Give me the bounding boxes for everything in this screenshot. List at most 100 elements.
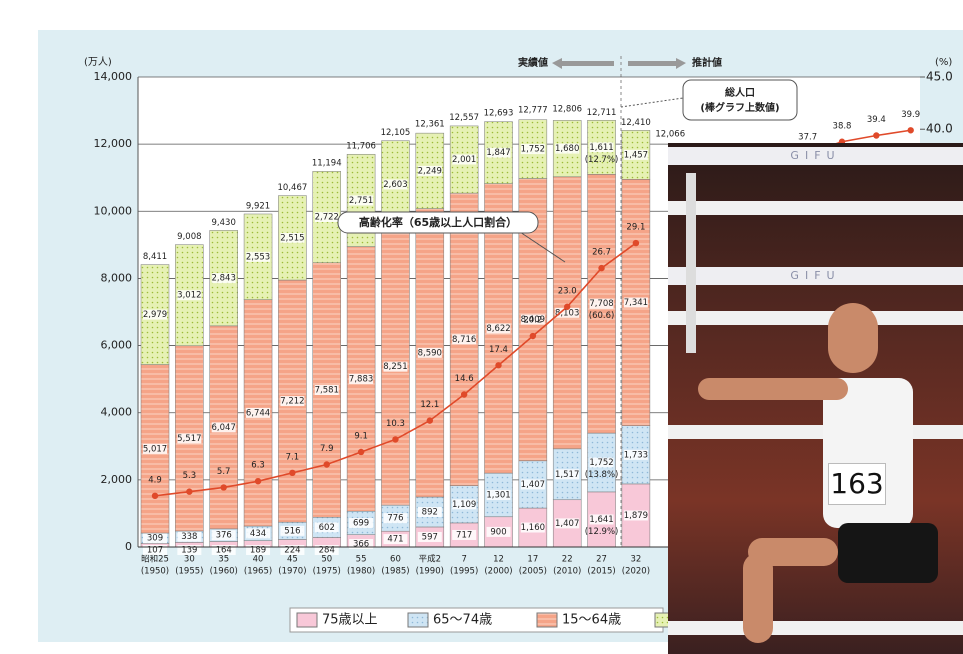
label-bg [520, 314, 545, 325]
label-bg [314, 385, 339, 396]
label-bg [143, 309, 167, 320]
rate-point [632, 239, 640, 247]
value-label: 2,553 [246, 252, 270, 262]
x-tick-label: (1985) [381, 567, 409, 577]
label-bg [143, 533, 167, 544]
rate-callout: 高齢化率（65歳以上人口割合） [359, 215, 517, 229]
rate-point [564, 303, 571, 310]
label-bg [349, 539, 374, 549]
x-tick-label: 35 [218, 555, 229, 565]
rate-point [323, 461, 330, 468]
value-label: 2,249 [418, 166, 442, 176]
arrow-right [628, 58, 686, 69]
rate-point [392, 436, 399, 443]
value-label: 597 [422, 532, 438, 542]
value-label: 8,409 [521, 315, 545, 325]
runner-head [828, 303, 878, 373]
value-label: 1,517 [555, 470, 579, 480]
runner-shorts [838, 523, 938, 583]
callout-text: 総人口 [725, 86, 755, 99]
label-bg [177, 545, 202, 555]
total-label: 12,066 [655, 129, 685, 139]
rate-label: 10.3 [386, 419, 405, 429]
x-tick-label: (1955) [175, 567, 203, 577]
label-bg [280, 545, 305, 555]
label-bg [623, 449, 648, 460]
total-label: 11,194 [312, 159, 342, 169]
value-label: 717 [456, 530, 472, 540]
y-tick-label: 2,000 [101, 473, 133, 486]
rate-label: 39.4 [867, 115, 886, 125]
x-tick-label: (2000) [484, 567, 512, 577]
rate-label: 7.1 [286, 452, 300, 462]
hurdle [668, 621, 963, 635]
rate-label: 4.9 [148, 475, 162, 485]
x-tick-label: 45 [287, 555, 298, 565]
label-bg [211, 422, 236, 433]
label-bg [280, 232, 305, 243]
value-label: 1,733 [624, 450, 648, 460]
rate-callout-box [337, 211, 539, 234]
value-label: 1,752 [589, 458, 613, 468]
rate-point [357, 448, 365, 456]
y-axis-unit: (万人) [84, 56, 112, 68]
legend-swatch [407, 612, 429, 628]
x-tick-label: 27 [596, 555, 607, 565]
y2-tick-label: 40.0 [926, 122, 953, 136]
label-bg [383, 534, 408, 545]
runner-arm [698, 378, 848, 400]
rate-label: 7.9 [320, 444, 334, 454]
value-label: 309 [147, 534, 163, 544]
y-tick-label: 12,000 [94, 137, 133, 150]
hurdle [668, 201, 963, 215]
label-bg [211, 545, 236, 555]
rate-point [186, 488, 193, 495]
label-bg [246, 545, 271, 555]
value-label: 1,407 [555, 519, 579, 529]
rate-label: 26.7 [592, 248, 611, 258]
value-label: 1,160 [521, 523, 545, 533]
value-label: 8,716 [452, 335, 476, 345]
value-label: 338 [181, 532, 197, 542]
label-bg [314, 522, 339, 533]
total-label: 10,467 [278, 183, 308, 193]
x-tick-label: (1970) [278, 567, 306, 577]
rate-point [495, 362, 502, 369]
value-label: 3,012 [177, 291, 201, 301]
value-label: 284 [319, 546, 335, 556]
label-bg [280, 396, 305, 407]
value-label: 8,103 [555, 308, 579, 318]
label-bg [383, 361, 408, 372]
value-label: 1,752 [521, 145, 545, 155]
label-bg [589, 298, 614, 309]
label-bg [589, 142, 614, 153]
label-bg [555, 518, 580, 529]
value-label: 1,457 [624, 150, 648, 160]
hurdle [668, 425, 963, 439]
callout-pointer [620, 97, 684, 108]
value-label: 602 [319, 523, 335, 533]
value-label: 8,251 [383, 362, 407, 372]
total-label: 12,410 [621, 118, 651, 128]
value-label: 2,001 [452, 155, 476, 165]
rate-label: 38.8 [833, 121, 852, 131]
label-bg [314, 545, 339, 555]
value-note: (12.9%) [585, 527, 619, 537]
value-label: 1,680 [555, 144, 579, 154]
x-tick-label: 22 [562, 555, 573, 565]
x-tick-label: (2020) [622, 567, 650, 577]
label-bg [452, 334, 477, 345]
rate-label: 37.7 [798, 133, 817, 143]
total-label: 12,806 [552, 105, 582, 115]
value-label: 1,641 [589, 515, 613, 525]
value-label: 2,979 [143, 310, 167, 320]
value-label: 7,212 [280, 397, 304, 407]
value-label: 366 [353, 540, 369, 550]
y-tick-label: 0 [125, 540, 132, 553]
legend-swatch [296, 612, 318, 628]
value-label: 1,879 [624, 511, 648, 521]
rate-label: 39.9 [901, 110, 920, 120]
value-label: 471 [387, 535, 403, 545]
rate-point [220, 484, 227, 491]
